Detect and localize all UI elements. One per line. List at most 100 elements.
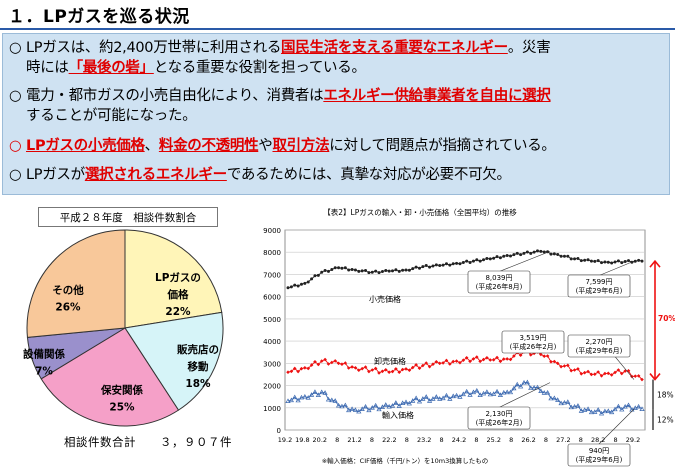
- data-point: [306, 280, 310, 284]
- y-tick-label: 7000: [263, 271, 281, 279]
- data-point: [316, 273, 320, 277]
- data-point: [434, 359, 439, 364]
- callout-date: (平成29年6月): [576, 455, 623, 464]
- data-point: [349, 406, 355, 411]
- data-point: [441, 361, 445, 365]
- data-point: [461, 260, 465, 264]
- data-point: [424, 361, 429, 365]
- data-point: [308, 392, 315, 397]
- data-point: [579, 259, 583, 263]
- data-point: [401, 268, 405, 272]
- data-point: [501, 389, 507, 395]
- data-point: [312, 389, 318, 394]
- pct-12: 12%: [657, 416, 674, 425]
- highlight-text: 料金の不透明性: [158, 138, 259, 154]
- callout-leader: [597, 260, 635, 277]
- data-point: [393, 400, 399, 405]
- data-point: [627, 259, 631, 263]
- data-point: [568, 404, 574, 410]
- data-point: [609, 373, 614, 377]
- data-point: [411, 267, 415, 271]
- data-point: [374, 269, 378, 273]
- y-tick-label: 0: [277, 427, 281, 435]
- series-label-import: 輸入価格: [382, 410, 414, 420]
- data-point: [386, 403, 392, 409]
- data-point: [438, 264, 442, 268]
- data-point: [296, 284, 300, 288]
- data-point: [633, 259, 637, 263]
- data-point: [583, 258, 587, 262]
- bullet-text: となる重要な役割を担っている。: [153, 60, 366, 76]
- series-label-wholesale: 卸売価格: [374, 356, 406, 366]
- data-point: [529, 251, 533, 255]
- data-point: [562, 364, 567, 368]
- data-point: [497, 392, 504, 397]
- data-point: [310, 277, 314, 281]
- data-point: [532, 250, 536, 254]
- data-point: [636, 374, 641, 378]
- data-point: [330, 268, 334, 272]
- data-point: [397, 370, 402, 375]
- data-point: [347, 268, 351, 272]
- pct-18: 18%: [657, 390, 674, 399]
- bullet-1: ○ LPガスは、約2,400万世帯に利用される国民生活を支える重要なエネルギー。災…: [9, 38, 551, 78]
- bullet-marker: ○: [9, 167, 22, 183]
- data-point: [640, 259, 644, 263]
- data-point: [288, 397, 294, 403]
- data-point: [542, 354, 547, 359]
- callout-box: [567, 334, 631, 358]
- data-point: [501, 357, 506, 361]
- series-line: [287, 349, 643, 380]
- data-point: [495, 255, 499, 259]
- bullet-text: 電力・都市ガスの小売自由化により、消費者は: [26, 88, 324, 104]
- data-point: [394, 268, 398, 272]
- data-point: [299, 366, 304, 371]
- data-point: [600, 261, 604, 265]
- data-point: [487, 391, 493, 397]
- data-point: [453, 392, 460, 398]
- data-point: [303, 281, 307, 285]
- data-point: [404, 367, 408, 371]
- data-point: [582, 407, 588, 412]
- data-point: [539, 352, 543, 357]
- data-point: [343, 361, 348, 365]
- pie-slice-percent: 18%: [185, 378, 211, 390]
- arrow-head: [649, 259, 661, 268]
- data-point: [498, 256, 502, 260]
- data-point: [596, 259, 600, 263]
- data-point: [507, 389, 514, 395]
- pie-slice: [26, 229, 126, 338]
- data-point: [330, 360, 334, 365]
- data-point: [400, 367, 405, 372]
- data-point: [505, 254, 509, 258]
- data-point: [559, 254, 563, 258]
- callout-date: (平成26年8月): [476, 282, 523, 291]
- data-point: [603, 371, 607, 376]
- callout-value: 2,130円: [485, 410, 512, 418]
- data-point: [545, 354, 550, 358]
- data-point: [360, 366, 364, 371]
- data-point: [579, 371, 584, 376]
- bullet-text: 時には: [26, 60, 69, 76]
- callout-leader: [597, 408, 635, 446]
- data-point: [403, 399, 409, 405]
- callout-box: [467, 406, 531, 430]
- bullet-text: することが可能になった。: [26, 108, 197, 124]
- data-point: [362, 403, 369, 409]
- data-point: [465, 259, 469, 263]
- data-point: [561, 399, 568, 405]
- data-point: [448, 263, 452, 267]
- data-point: [575, 403, 581, 408]
- bullet-text: LPガスは、約2,400万世帯に利用される: [26, 40, 282, 56]
- data-point: [538, 388, 544, 393]
- data-point: [461, 358, 466, 363]
- data-point: [443, 392, 450, 398]
- data-point: [431, 362, 435, 367]
- x-tick-label: 28.2: [591, 436, 605, 444]
- data-point: [352, 407, 359, 412]
- data-point: [376, 406, 382, 412]
- bullet-marker: ○: [9, 138, 22, 154]
- data-point: [299, 282, 303, 286]
- pie-slice: [40, 327, 180, 427]
- bullet-3: ○ LPガスの小売価格、料金の不透明性や取引方法に対して問題点が指摘されている。: [9, 136, 556, 156]
